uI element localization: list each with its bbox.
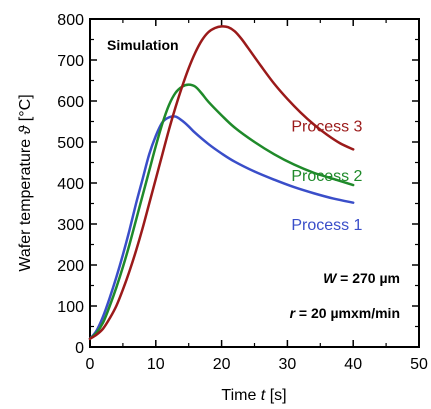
y-tick-label: 500 bbox=[57, 135, 84, 152]
series-label-process-2: Process 2 bbox=[291, 168, 362, 185]
series-lines bbox=[88, 25, 355, 341]
x-tick-label: 10 bbox=[147, 356, 165, 373]
series-line-process-3 bbox=[88, 25, 355, 341]
series-label-process-1: Process 1 bbox=[291, 217, 362, 234]
series-labels: Process 3 Process 2 Process 1 bbox=[291, 119, 362, 234]
series-line-process-2 bbox=[88, 83, 355, 341]
y-tick-label: 200 bbox=[57, 258, 84, 275]
y-tick-label: 600 bbox=[57, 94, 84, 111]
y-tick-label: 800 bbox=[57, 12, 84, 29]
y-tick-label: 700 bbox=[57, 53, 84, 70]
x-axis-label: Time t [s] bbox=[221, 387, 286, 404]
plot-frame bbox=[89, 18, 420, 348]
annotation-r: r = 20 µmxm/min bbox=[290, 305, 400, 321]
annotation-w: W = 270 µm bbox=[323, 270, 400, 286]
x-tick-label: 0 bbox=[86, 356, 95, 373]
x-tick-label: 50 bbox=[410, 356, 428, 373]
y-tick-label: 100 bbox=[57, 299, 84, 316]
x-tick-label: 40 bbox=[344, 356, 362, 373]
annotation-simulation: Simulation bbox=[107, 37, 179, 53]
y-tick-label: 400 bbox=[57, 176, 84, 193]
ticks bbox=[89, 18, 420, 348]
series-label-process-3: Process 3 bbox=[291, 119, 362, 136]
y-axis-label: Wafer temperature ϑ [°C] bbox=[17, 94, 34, 271]
y-tick-label: 0 bbox=[75, 340, 84, 357]
x-tick-label: 20 bbox=[213, 356, 231, 373]
y-tick-label: 300 bbox=[57, 217, 84, 234]
x-tick-label: 30 bbox=[279, 356, 297, 373]
